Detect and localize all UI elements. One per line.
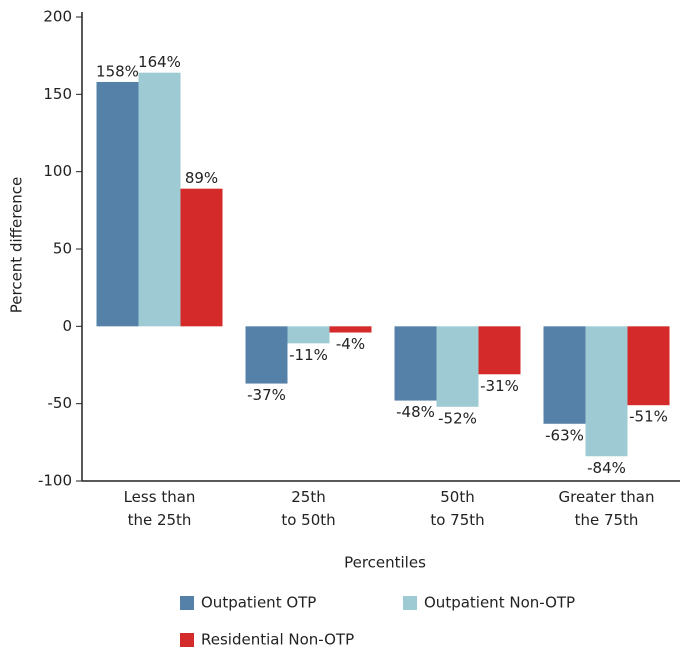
value-label: 89% <box>185 169 218 187</box>
bar <box>478 326 521 375</box>
y-tick-label: 150 <box>43 85 72 103</box>
value-label: -4% <box>336 335 365 353</box>
bar <box>543 326 586 424</box>
value-label: -31% <box>480 377 519 395</box>
value-label: -51% <box>629 408 668 426</box>
bar <box>180 188 223 327</box>
legend-swatch <box>180 633 194 647</box>
legend-label: Outpatient OTP <box>201 594 316 612</box>
bar <box>585 326 628 457</box>
value-label: -84% <box>587 459 626 477</box>
bar <box>245 326 288 384</box>
x-axis-label: Percentiles <box>344 554 426 572</box>
bar <box>329 326 372 333</box>
x-tick-label: Greater than the 75th <box>558 488 655 529</box>
y-tick-label: -100 <box>38 472 72 490</box>
value-label: -48% <box>396 403 435 421</box>
y-tick-label: -50 <box>48 394 73 412</box>
value-label: -11% <box>289 346 328 364</box>
y-axis-label: Percent difference <box>8 177 26 314</box>
x-tick-label: 50th to 75th <box>430 488 485 529</box>
bar <box>138 72 181 327</box>
legend-swatch <box>403 596 417 610</box>
legend-label: Outpatient Non-OTP <box>424 594 575 612</box>
value-label: -52% <box>438 409 477 427</box>
y-tick-label: 50 <box>53 240 72 258</box>
bar <box>627 326 670 406</box>
value-label: 158% <box>96 62 139 80</box>
y-tick-label: 200 <box>43 8 72 26</box>
bar <box>394 326 437 401</box>
value-label: -37% <box>247 386 286 404</box>
legend-swatch <box>180 596 194 610</box>
legend-label: Residential Non-OTP <box>201 631 354 649</box>
bar <box>436 326 479 407</box>
y-tick-label: 100 <box>43 162 72 180</box>
value-label: -63% <box>545 426 584 444</box>
x-tick-label: 25th to 50th <box>281 488 336 529</box>
bar <box>287 326 330 344</box>
bar <box>96 81 139 327</box>
value-label: 164% <box>138 53 181 71</box>
y-tick-label: 0 <box>62 317 72 335</box>
x-tick-label: Less than the 25th <box>123 488 196 529</box>
